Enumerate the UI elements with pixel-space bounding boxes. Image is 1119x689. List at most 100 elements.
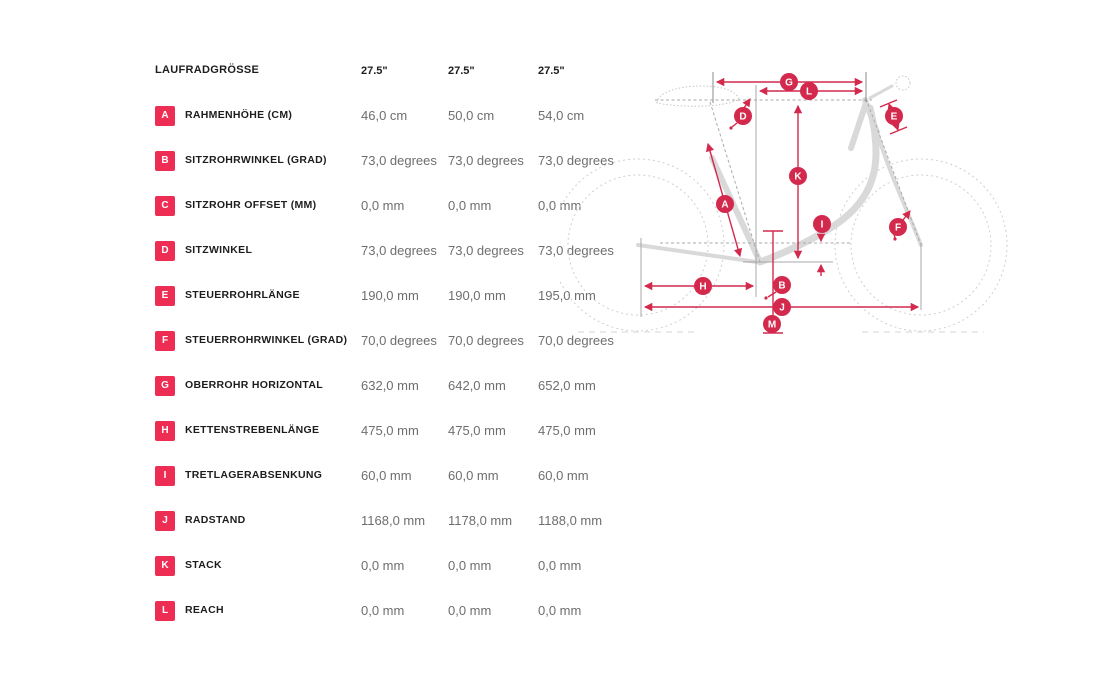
- row-label: SITZROHR OFFSET (MM): [185, 198, 317, 211]
- marker-K: K: [789, 167, 807, 185]
- row-label: SITZWINKEL: [185, 243, 253, 256]
- row-value: 70,0 degrees: [538, 333, 614, 348]
- table-row: B SITZROHRWINKEL (GRAD) 73,0 degrees 73,…: [155, 138, 655, 183]
- column-header: 27.5": [361, 64, 388, 77]
- table-row: G OBERROHR HORIZONTAL 632,0 mm 642,0 mm …: [155, 363, 655, 408]
- table-row: L REACH 0,0 mm 0,0 mm 0,0 mm: [155, 588, 655, 633]
- row-value: 190,0 mm: [448, 288, 506, 303]
- row-letter-badge: E: [155, 285, 175, 306]
- stem: [868, 84, 894, 100]
- row-value: 190,0 mm: [361, 288, 419, 303]
- svg-text:K: K: [794, 172, 802, 183]
- table-row: A RAHMENHÖHE (CM) 46,0 cm 50,0 cm 54,0 c…: [155, 93, 655, 138]
- row-value: 475,0 mm: [538, 423, 596, 438]
- dim-leader-D: [731, 122, 738, 128]
- marker-F: F: [889, 218, 907, 236]
- row-value: 60,0 mm: [361, 468, 412, 483]
- row-value: 195,0 mm: [538, 288, 596, 303]
- marker-M: M: [763, 315, 781, 333]
- row-label: STEUERROHRLÄNGE: [185, 288, 300, 301]
- row-label: SITZROHRWINKEL (GRAD): [185, 153, 327, 166]
- row-value: 70,0 degrees: [448, 333, 524, 348]
- row-letter-badge: B: [155, 150, 175, 171]
- column-header: 27.5": [448, 64, 475, 77]
- bike-frame: [636, 75, 923, 266]
- table-header-row: LAUFRADGRÖSSE 27.5" 27.5" 27.5": [155, 48, 655, 93]
- row-value: 0,0 mm: [538, 558, 582, 573]
- svg-text:J: J: [779, 303, 785, 314]
- row-value: 70,0 degrees: [361, 333, 437, 348]
- table-row: F STEUERROHRWINKEL (GRAD) 70,0 degrees 7…: [155, 318, 655, 363]
- svg-text:H: H: [699, 282, 706, 293]
- row-value: 0,0 mm: [538, 603, 582, 618]
- row-value: 0,0 mm: [361, 603, 405, 618]
- svg-text:G: G: [785, 78, 793, 89]
- table-row: H KETTENSTREBENLÄNGE 475,0 mm 475,0 mm 4…: [155, 408, 655, 453]
- row-label: RADSTAND: [185, 513, 246, 526]
- row-letter-badge: L: [155, 600, 175, 621]
- row-letter-badge: F: [155, 330, 175, 351]
- dim-leader-B: [767, 291, 777, 298]
- marker-B: B: [773, 276, 791, 294]
- table-row: J RADSTAND 1168,0 mm 1178,0 mm 1188,0 mm: [155, 498, 655, 543]
- head-tube-axis: [865, 98, 922, 246]
- row-value: 475,0 mm: [448, 423, 506, 438]
- row-label: KETTENSTREBENLÄNGE: [185, 423, 320, 436]
- dim-dot-F: [893, 237, 897, 241]
- geometry-table: LAUFRADGRÖSSE 27.5" 27.5" 27.5" A RAHMEN…: [155, 48, 655, 633]
- svg-text:I: I: [821, 220, 824, 231]
- row-letter-badge: C: [155, 195, 175, 216]
- row-letter-badge: J: [155, 510, 175, 531]
- marker-H: H: [694, 277, 712, 295]
- row-value: 0,0 mm: [538, 198, 582, 213]
- row-value: 73,0 degrees: [361, 243, 437, 258]
- row-value: 0,0 mm: [448, 198, 492, 213]
- marker-L: L: [800, 82, 818, 100]
- row-value: 0,0 mm: [448, 603, 492, 618]
- column-header: 27.5": [538, 64, 565, 77]
- row-value: 475,0 mm: [361, 423, 419, 438]
- down-tube: [756, 104, 880, 266]
- svg-text:B: B: [778, 281, 785, 292]
- bike-geometry-diagram: G L D E K A I F H B J M: [560, 72, 1008, 334]
- svg-text:D: D: [739, 112, 746, 123]
- diagram-letter-markers: G L D E K A I F H B J M: [694, 73, 907, 333]
- row-letter-badge: H: [155, 420, 175, 441]
- handlebar-grip: [895, 75, 911, 91]
- row-value: 46,0 cm: [361, 108, 408, 123]
- row-label: REACH: [185, 603, 224, 616]
- row-value: 642,0 mm: [448, 378, 506, 393]
- row-value: 73,0 degrees: [538, 153, 614, 168]
- row-value: 73,0 degrees: [448, 243, 524, 258]
- row-value: 1168,0 mm: [361, 513, 426, 528]
- marker-I: I: [813, 215, 831, 233]
- table-row: D SITZWINKEL 73,0 degrees 73,0 degrees 7…: [155, 228, 655, 273]
- chainstay: [636, 243, 759, 264]
- row-value: 0,0 mm: [361, 558, 405, 573]
- row-label: TRETLAGERABSENKUNG: [185, 468, 323, 481]
- row-value: 652,0 mm: [538, 378, 596, 393]
- row-letter-badge: G: [155, 375, 175, 396]
- row-value: 632,0 mm: [361, 378, 419, 393]
- table-row: E STEUERROHRLÄNGE 190,0 mm 190,0 mm 195,…: [155, 273, 655, 318]
- dim-tick-E: [889, 126, 908, 135]
- marker-G: G: [780, 73, 798, 91]
- front-wheel: [834, 158, 1008, 332]
- row-letter-badge: I: [155, 465, 175, 486]
- row-value: 1188,0 mm: [538, 513, 603, 528]
- row-letter-badge: K: [155, 555, 175, 576]
- svg-text:F: F: [895, 223, 901, 234]
- row-label: STACK: [185, 558, 222, 571]
- marker-A: A: [716, 195, 734, 213]
- marker-J: J: [773, 298, 791, 316]
- row-label: OBERROHR HORIZONTAL: [185, 378, 323, 391]
- dim-arrow-D: [742, 98, 751, 109]
- saddle: [656, 85, 740, 107]
- marker-D: D: [734, 107, 752, 125]
- dim-arrow-F: [902, 210, 911, 221]
- row-value: 60,0 mm: [448, 468, 499, 483]
- head-tube: [862, 97, 880, 135]
- row-value: 0,0 mm: [448, 558, 492, 573]
- row-value: 50,0 cm: [448, 108, 495, 123]
